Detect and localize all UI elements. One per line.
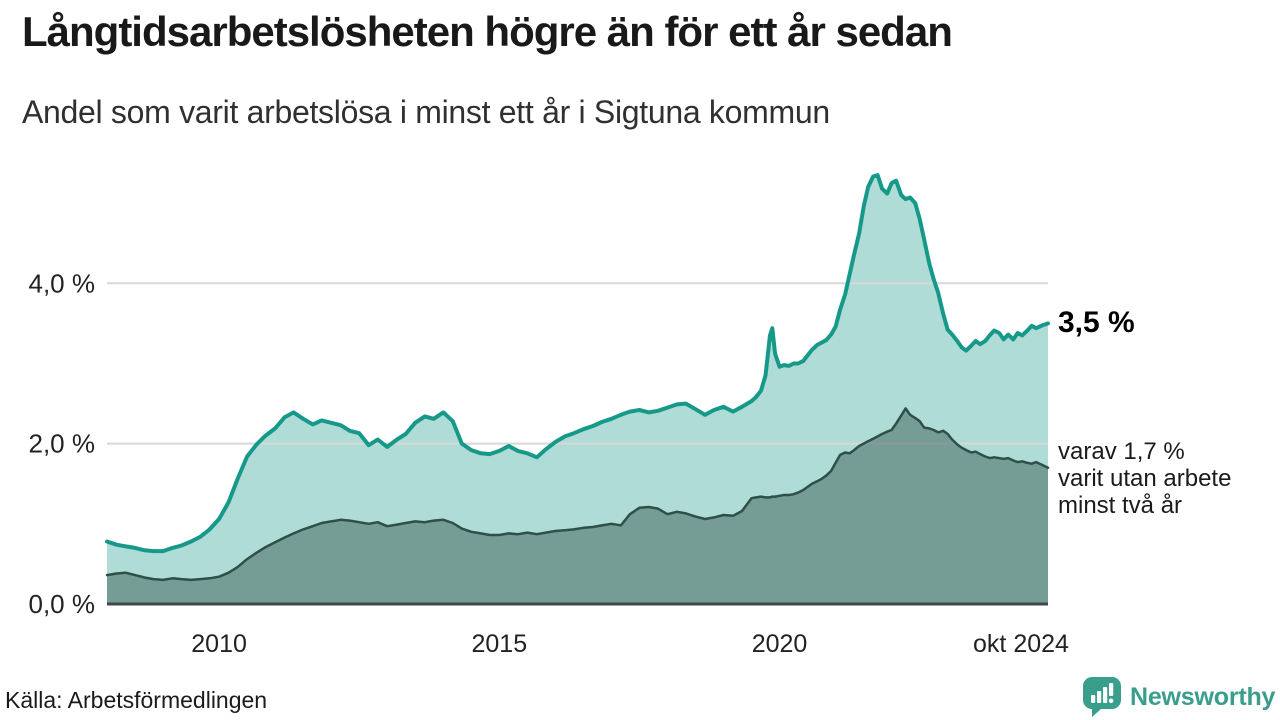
line-unemployed-two-years (105, 407, 1050, 582)
area-unemployed-one-year (107, 175, 1048, 604)
y-tick-label-0,0 %: 0,0 % (29, 589, 96, 619)
newsworthy-speech-bubble-chart-icon (1083, 677, 1121, 717)
latest-total-value-label: 3,5 % (1058, 306, 1135, 339)
x-tick-label-okt 2024: okt 2024 (973, 630, 1069, 658)
x-tick-label-2015: 2015 (471, 630, 527, 658)
y-tick-label-4,0 %: 4,0 % (29, 268, 96, 298)
y-tick-label-2,0 %: 2,0 % (29, 429, 96, 459)
area-unemployed-two-years (107, 408, 1048, 604)
secondary-label-line-2: varit utan arbete (1058, 465, 1232, 492)
secondary-label-line-3: minst två år (1058, 492, 1183, 519)
secondary-label-line-1: varav 1,7 % (1058, 438, 1185, 465)
newsworthy-wordmark: Newsworthy (1130, 682, 1276, 711)
x-tick-label-2020: 2020 (752, 630, 808, 658)
line-unemployed-one-year (105, 173, 1050, 554)
chart-subtitle: Andel som varit arbetslösa i minst ett å… (22, 94, 830, 130)
chart-title: Långtidsarbetslösheten högre än för ett … (22, 8, 953, 55)
source-credit: Källa: Arbetsförmedlingen (5, 687, 268, 713)
secondary-series-label: varav 1,7 % varit utan arbete minst två … (1058, 438, 1231, 519)
newsworthy-logo: Newsworthy (1082, 676, 1275, 718)
x-tick-label-2010: 2010 (191, 630, 247, 658)
